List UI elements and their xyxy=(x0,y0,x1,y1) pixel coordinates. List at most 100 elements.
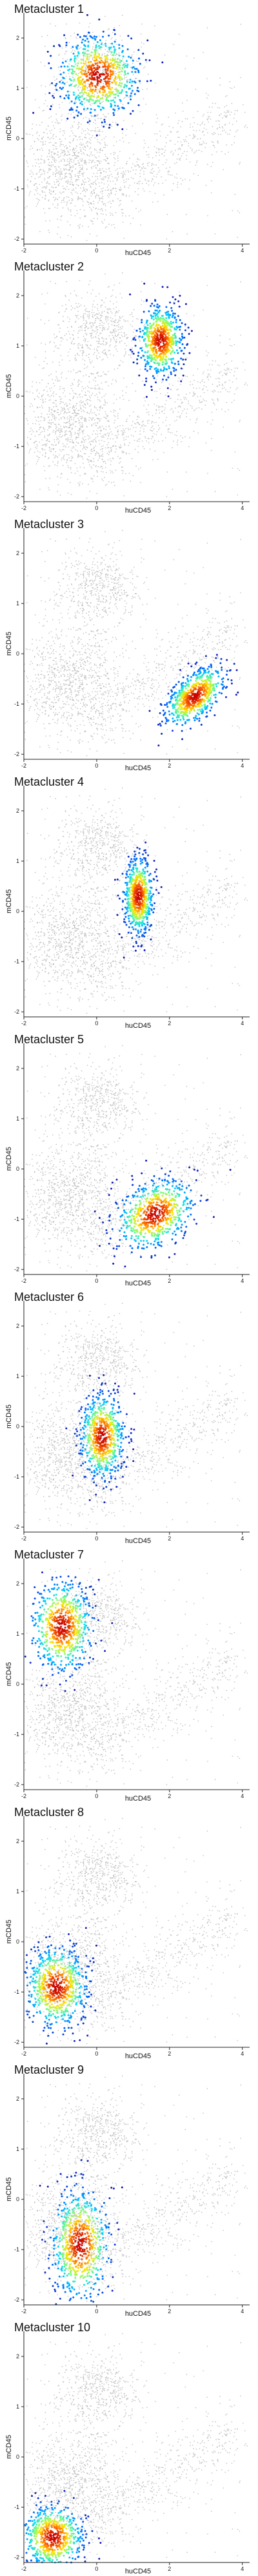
background-point xyxy=(88,438,90,440)
background-point xyxy=(90,440,92,442)
background-point xyxy=(84,392,86,393)
background-point xyxy=(99,401,101,402)
chart-panel-1: Metacluster 1 -2 0 2 4 -2 -1 0 1 2 huCD45 mCD45 xyxy=(0,0,258,258)
background-point xyxy=(119,204,121,205)
background-point xyxy=(63,144,64,146)
background-point xyxy=(97,170,99,171)
background-point xyxy=(76,437,78,439)
background-point xyxy=(32,431,34,433)
background-point xyxy=(101,388,103,390)
background-point xyxy=(88,26,90,28)
background-point xyxy=(161,153,163,155)
background-point xyxy=(68,200,70,202)
background-point xyxy=(165,137,166,138)
background-point xyxy=(104,462,106,464)
background-point xyxy=(110,214,112,216)
density-point xyxy=(95,46,97,49)
density-point xyxy=(66,90,69,93)
background-point xyxy=(63,200,64,202)
background-point xyxy=(104,460,106,462)
background-point xyxy=(167,171,169,173)
background-point xyxy=(59,386,61,388)
density-point xyxy=(99,46,102,48)
background-point xyxy=(114,152,116,154)
density-point xyxy=(97,82,99,84)
background-point xyxy=(140,482,141,484)
background-point xyxy=(225,124,226,125)
background-point xyxy=(143,190,145,192)
background-point xyxy=(102,198,104,200)
background-point xyxy=(52,135,54,137)
background-point xyxy=(78,137,80,138)
background-point xyxy=(119,187,121,188)
background-point xyxy=(84,404,86,406)
background-point xyxy=(118,462,120,464)
background-point xyxy=(82,426,84,428)
density-point xyxy=(83,91,86,93)
background-point xyxy=(96,115,98,117)
background-point xyxy=(231,345,233,347)
background-point xyxy=(125,163,127,165)
density-point xyxy=(84,73,86,76)
background-point xyxy=(90,130,92,132)
background-point xyxy=(78,394,80,395)
background-point xyxy=(239,212,241,214)
background-point xyxy=(90,322,92,323)
background-point xyxy=(88,354,90,355)
background-point xyxy=(104,115,106,117)
background-point xyxy=(96,313,98,315)
background-point xyxy=(206,132,208,134)
background-point xyxy=(101,312,103,314)
density-point xyxy=(112,67,115,69)
background-point xyxy=(81,198,83,200)
background-point xyxy=(112,303,114,305)
background-point xyxy=(48,399,50,401)
background-point xyxy=(119,200,121,202)
density-point xyxy=(119,66,121,69)
density-point xyxy=(108,91,110,93)
background-point xyxy=(129,442,130,444)
background-point xyxy=(66,453,68,455)
background-point xyxy=(98,419,99,420)
background-point xyxy=(90,388,92,389)
background-point xyxy=(66,176,68,178)
background-point xyxy=(77,332,79,334)
density-point xyxy=(82,38,84,41)
background-point xyxy=(189,126,191,128)
background-point xyxy=(83,439,84,440)
density-point xyxy=(98,90,101,92)
background-point xyxy=(73,395,75,397)
background-point xyxy=(119,444,121,446)
background-point xyxy=(26,87,28,88)
background-point xyxy=(96,316,98,318)
background-point xyxy=(67,59,68,61)
background-point xyxy=(106,453,108,454)
background-point xyxy=(101,478,103,480)
background-point xyxy=(168,374,170,376)
background-point xyxy=(55,428,57,430)
density-point xyxy=(90,64,93,67)
background-point xyxy=(220,371,222,372)
background-point xyxy=(173,440,174,442)
background-point xyxy=(109,200,111,202)
background-point xyxy=(130,324,132,326)
density-point xyxy=(131,66,134,69)
background-point xyxy=(63,449,64,450)
background-point xyxy=(30,448,32,450)
background-point xyxy=(110,450,112,452)
background-point xyxy=(75,63,77,64)
background-point xyxy=(126,453,127,455)
background-point xyxy=(86,68,88,70)
density-point xyxy=(114,48,116,51)
background-point xyxy=(47,171,48,173)
background-point xyxy=(53,125,54,127)
background-point xyxy=(77,442,79,444)
density-point xyxy=(67,96,70,99)
background-point xyxy=(88,459,90,461)
background-point xyxy=(94,419,95,421)
background-point xyxy=(124,95,126,97)
density-point xyxy=(174,374,177,377)
background-point xyxy=(39,382,41,384)
background-point xyxy=(189,161,191,163)
background-point xyxy=(103,80,104,82)
